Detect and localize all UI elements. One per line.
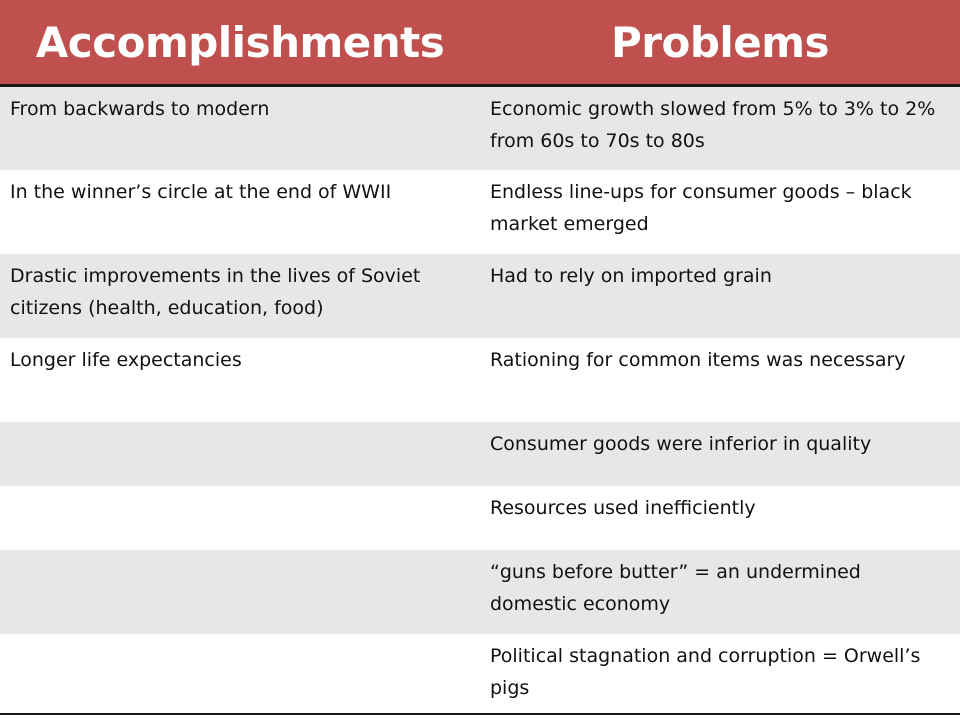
accomplishment-cell	[0, 485, 480, 550]
accomplishment-cell: Drastic improvements in the lives of Sov…	[0, 253, 480, 338]
table-row: Consumer goods were inferior in quality	[0, 421, 960, 486]
table-row: “guns before butter” = an undermined dom…	[0, 549, 960, 634]
accomplishment-cell: Longer life expectancies	[0, 337, 480, 422]
table-body: From backwards to modern Economic growth…	[0, 85, 960, 715]
table-row: From backwards to modern Economic growth…	[0, 85, 960, 170]
table-row: Drastic improvements in the lives of Sov…	[0, 253, 960, 338]
table-row: Political stagnation and corruption = Or…	[0, 633, 960, 715]
problems-header: Problems	[480, 0, 960, 87]
header-row: Accomplishments Problems	[0, 0, 960, 87]
accomplishment-cell	[0, 549, 480, 634]
problem-cell: Had to rely on imported grain	[480, 253, 960, 338]
problem-cell: “guns before butter” = an undermined dom…	[480, 549, 960, 634]
table-row: Longer life expectancies Rationing for c…	[0, 337, 960, 422]
accomplishment-cell	[0, 421, 480, 486]
problem-cell: Political stagnation and corruption = Or…	[480, 633, 960, 715]
problem-cell: Rationing for common items was necessary	[480, 337, 960, 422]
problem-cell: Endless line-ups for consumer goods – bl…	[480, 169, 960, 254]
problem-cell: Resources used inefficiently	[480, 485, 960, 550]
accomplishment-cell	[0, 633, 480, 715]
table-row: In the winner’s circle at the end of WWI…	[0, 169, 960, 254]
table-row: Resources used inefficiently	[0, 485, 960, 550]
problem-cell: Consumer goods were inferior in quality	[480, 421, 960, 486]
accomplishments-header: Accomplishments	[0, 0, 480, 87]
problem-cell: Economic growth slowed from 5% to 3% to …	[480, 85, 960, 170]
accomplishment-cell: In the winner’s circle at the end of WWI…	[0, 169, 480, 254]
table-header: Accomplishments Problems	[0, 0, 960, 87]
accomplishment-cell: From backwards to modern	[0, 85, 480, 170]
